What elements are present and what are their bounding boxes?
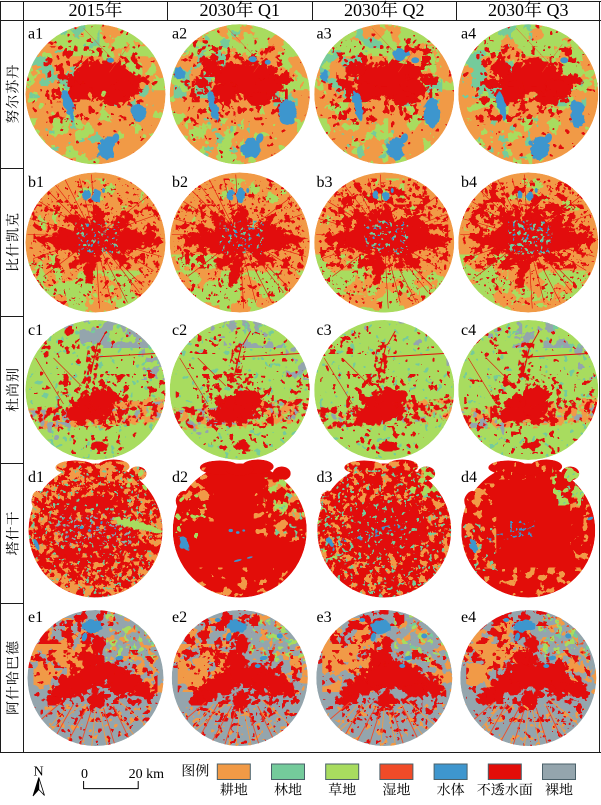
svg-text:2030: 2030 xyxy=(488,0,524,20)
svg-text:N: N xyxy=(34,765,44,780)
svg-text:d3: d3 xyxy=(317,469,333,486)
svg-text:c4: c4 xyxy=(461,322,476,339)
svg-text:a4: a4 xyxy=(461,26,476,43)
svg-text:b1: b1 xyxy=(28,174,44,191)
svg-text:2015: 2015 xyxy=(69,0,105,20)
svg-text:a2: a2 xyxy=(172,26,187,43)
svg-text:d2: d2 xyxy=(172,469,188,486)
svg-text:d1: d1 xyxy=(28,469,44,486)
svg-text:c2: c2 xyxy=(172,322,187,339)
svg-text:a3: a3 xyxy=(317,26,332,43)
svg-text:e2: e2 xyxy=(172,609,187,626)
svg-text:e3: e3 xyxy=(317,609,332,626)
svg-text:Q1: Q1 xyxy=(258,0,280,20)
svg-text:d4: d4 xyxy=(461,469,477,486)
svg-text:b3: b3 xyxy=(317,174,333,191)
svg-text:Q3: Q3 xyxy=(547,0,569,20)
svg-text:0: 0 xyxy=(81,767,88,782)
svg-text:c3: c3 xyxy=(317,322,332,339)
svg-text:e4: e4 xyxy=(461,609,476,626)
svg-text:a1: a1 xyxy=(28,26,43,43)
svg-text:b4: b4 xyxy=(461,174,477,191)
svg-text:Q2: Q2 xyxy=(403,0,425,20)
svg-text:2030: 2030 xyxy=(200,0,236,20)
svg-text:2030: 2030 xyxy=(344,0,380,20)
svg-text:c1: c1 xyxy=(28,322,43,339)
svg-text:20 km: 20 km xyxy=(129,767,165,782)
svg-text:b2: b2 xyxy=(172,174,188,191)
svg-text:e1: e1 xyxy=(28,609,43,626)
